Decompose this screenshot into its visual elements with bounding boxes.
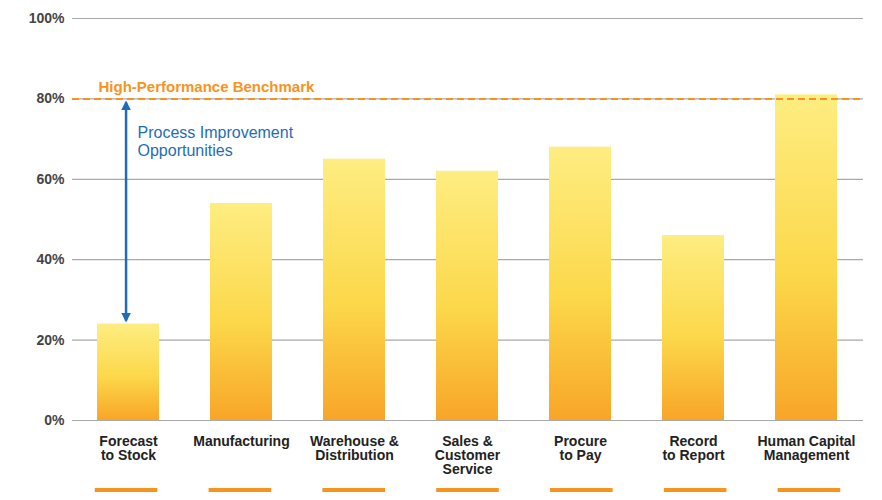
svg-text:Warehouse &Distribution: Warehouse &Distribution	[310, 433, 399, 463]
svg-text:Procureto Pay: Procureto Pay	[554, 433, 607, 463]
svg-text:40%: 40%	[36, 251, 65, 267]
svg-text:0%: 0%	[44, 412, 65, 428]
svg-text:60%: 60%	[36, 171, 65, 187]
svg-text:Recordto Report: Recordto Report	[662, 433, 725, 463]
svg-text:Human CapitalManagement: Human CapitalManagement	[757, 433, 855, 463]
svg-text:Forecastto Stock: Forecastto Stock	[99, 433, 158, 463]
svg-text:Process ImprovementOpportuniti: Process ImprovementOpportunities	[138, 124, 294, 159]
svg-text:Manufacturing: Manufacturing	[193, 433, 289, 449]
svg-text:20%: 20%	[36, 332, 65, 348]
svg-text:High-Performance Benchmark: High-Performance Benchmark	[99, 78, 316, 95]
svg-text:100%: 100%	[29, 10, 65, 26]
svg-text:80%: 80%	[36, 90, 65, 106]
svg-text:Sales &CustomerService: Sales &CustomerService	[435, 433, 501, 477]
